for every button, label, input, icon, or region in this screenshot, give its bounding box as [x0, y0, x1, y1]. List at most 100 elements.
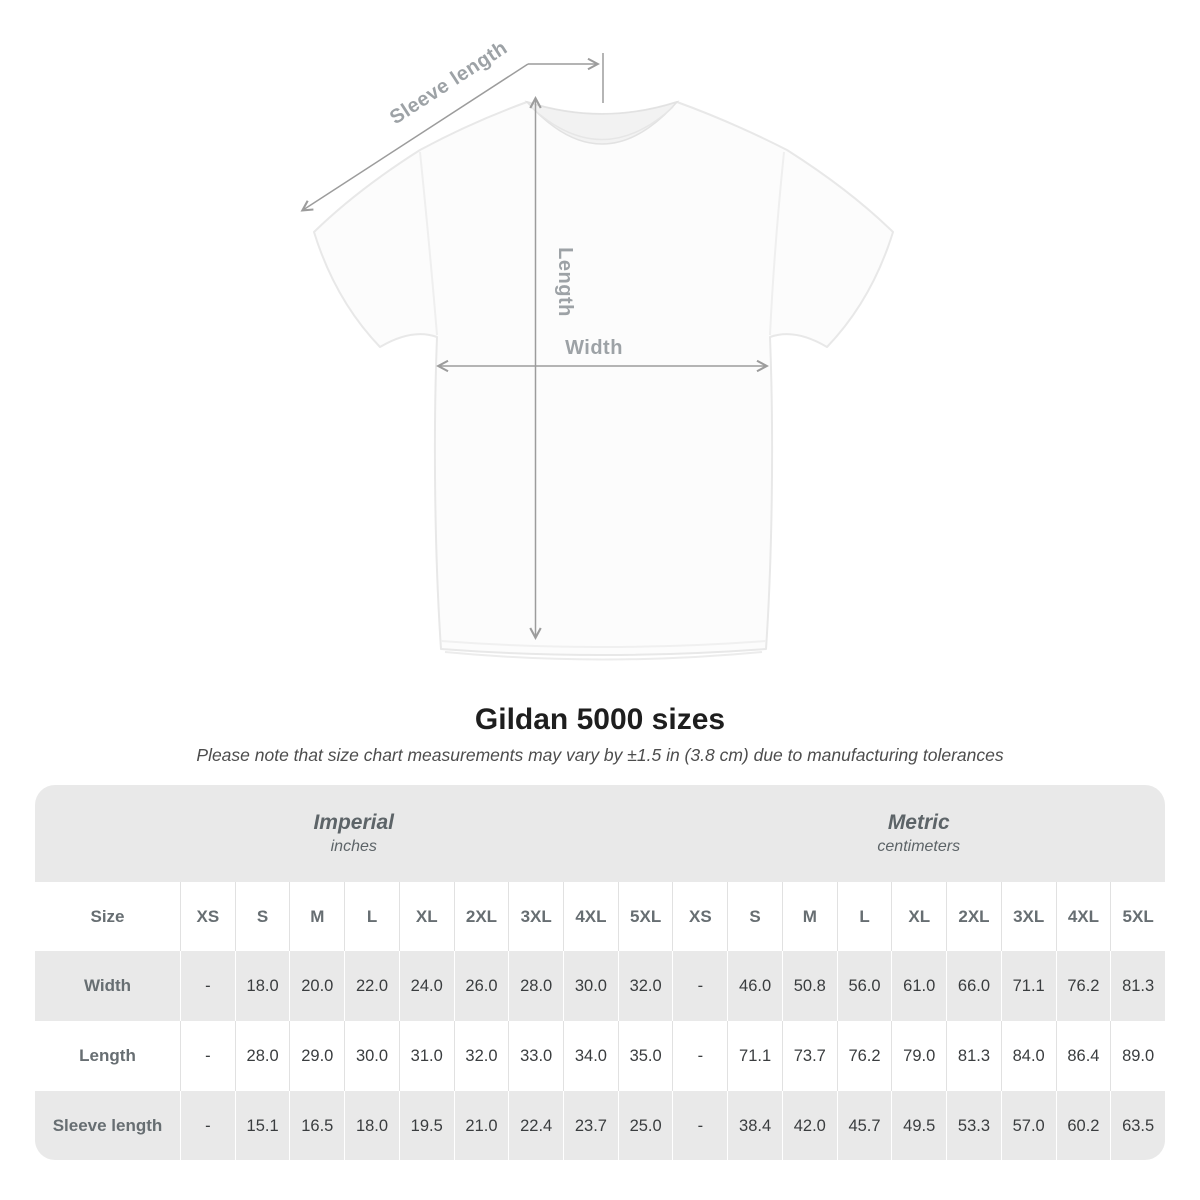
row-label: Width — [83, 976, 132, 995]
measurement-cell: - — [672, 951, 727, 1021]
size-col-header: 4XL — [563, 882, 618, 951]
size-col-header: XS — [672, 882, 727, 951]
measurement-cell: 84.0 — [1000, 1021, 1056, 1091]
metric-label: Metric — [887, 811, 950, 834]
imperial-label: Imperial — [313, 811, 395, 834]
tshirt-collar — [524, 100, 680, 145]
measurement-cell: 45.7 — [836, 1091, 892, 1160]
measurement-cell: 18.0 — [234, 951, 290, 1021]
measurement-cell: 46.0 — [727, 951, 782, 1021]
measurement-cell: 81.3 — [946, 1021, 1001, 1091]
measurement-cell: 76.2 — [836, 1021, 892, 1091]
size-col-header: XS — [180, 882, 235, 951]
width-label: Width — [565, 337, 623, 359]
measurement-cell: 89.0 — [1110, 1021, 1165, 1091]
measurement-cell: 16.5 — [289, 1091, 344, 1160]
measurement-cell: 57.0 — [1000, 1091, 1056, 1160]
measurement-cell: - — [672, 1021, 727, 1091]
length-label: Length — [554, 247, 576, 317]
size-col-header: 4XL — [1055, 882, 1111, 951]
table-row: Width -18.0 20.0 22.0 24.0 26.0 28.0 30.0 32.0-4… — [35, 951, 1165, 1021]
dimension-arrows — [300, 53, 769, 640]
measurement-cell: 71.1 — [727, 1021, 782, 1091]
sleeve-seam-left — [419, 151, 438, 336]
size-col-header: 2XL — [946, 882, 1001, 951]
measurement-cell: 71.1 — [1000, 951, 1056, 1021]
size-col-header: L — [344, 882, 399, 951]
measurement-cell: 21.0 — [453, 1091, 509, 1160]
size-col-header: M — [289, 882, 344, 951]
size-col-header: XL — [891, 882, 946, 951]
measurement-cell: - — [180, 951, 235, 1021]
sleeve-length-arrow — [300, 63, 529, 212]
measurement-cell: 32.0 — [617, 951, 673, 1021]
size-col-header: 3XL — [1000, 882, 1056, 951]
measurement-cell: - — [180, 1091, 235, 1160]
measurement-cell: 33.0 — [508, 1021, 563, 1091]
measurement-cell: 53.3 — [946, 1091, 1001, 1160]
metric-unit: centimeters — [877, 838, 961, 855]
measurement-cell: 56.0 — [836, 951, 892, 1021]
tshirt-body — [313, 101, 894, 656]
measurement-cell: 42.0 — [781, 1091, 837, 1160]
hem-shadow — [444, 651, 763, 661]
measurement-cell: 86.4 — [1055, 1021, 1111, 1091]
size-col-header: 2XL — [453, 882, 509, 951]
size-header-row: Size XS S M L XL 2XL 3XL 4XL 5XL XS S M L XL 2XL 3XL 4XL… — [35, 882, 1165, 951]
size-col-header: M — [781, 882, 837, 951]
sleeve-seam-right — [769, 151, 785, 336]
measurement-cell: 22.0 — [344, 951, 399, 1021]
measurement-cell: 38.4 — [727, 1091, 782, 1160]
tshirt-illustration — [313, 100, 894, 661]
measurement-cell: 20.0 — [289, 951, 344, 1021]
size-col-header: S — [727, 882, 782, 951]
measurement-cell: 76.2 — [1055, 951, 1111, 1021]
measurement-cell: 23.7 — [563, 1091, 618, 1160]
measurement-cell: 63.5 — [1110, 1091, 1165, 1160]
size-col-header: 5XL — [617, 882, 673, 951]
measurement-cell: 19.5 — [398, 1091, 454, 1160]
measurement-cell: 15.1 — [234, 1091, 290, 1160]
size-col-header: 5XL — [1110, 882, 1165, 951]
measurement-cell: - — [672, 1091, 727, 1160]
size-corner-label: Size — [90, 906, 125, 926]
imperial-group-header: Imperial inches — [35, 785, 673, 882]
row-label: Length — [79, 1046, 136, 1065]
measurement-cell: 24.0 — [398, 951, 454, 1021]
measurement-cell: 32.0 — [453, 1021, 509, 1091]
measurement-cell: 25.0 — [617, 1091, 673, 1160]
measurement-cell: - — [180, 1021, 235, 1091]
measurement-cell: 81.3 — [1110, 951, 1165, 1021]
measurement-cell: 22.4 — [508, 1091, 563, 1160]
measurement-cell: 28.0 — [508, 951, 563, 1021]
table-row: Sleeve length -15.1 16.5 18.0 19.5 21.0 22.4 23… — [35, 1091, 1165, 1160]
size-col-header: XL — [398, 882, 454, 951]
table-row: Length -28.0 29.0 30.0 31.0 32.0 33.0 34.0 35.0-… — [35, 1021, 1165, 1091]
measurement-cell: 26.0 — [453, 951, 509, 1021]
page-title: Gildan 5000 sizes — [474, 703, 726, 736]
metric-group-header: Metric centimeters — [673, 785, 1166, 882]
measurement-cell: 50.8 — [781, 951, 837, 1021]
measurement-cell: 30.0 — [344, 1021, 399, 1091]
measurement-cell: 29.0 — [289, 1021, 344, 1091]
measurement-cell: 30.0 — [563, 951, 618, 1021]
measurement-cell: 66.0 — [946, 951, 1001, 1021]
measurement-cell: 18.0 — [344, 1091, 399, 1160]
measurement-cell: 28.0 — [234, 1021, 290, 1091]
measurement-cell: 73.7 — [781, 1021, 837, 1091]
size-col-header: 3XL — [508, 882, 563, 951]
size-col-header: S — [234, 882, 290, 951]
measurement-cell: 35.0 — [617, 1021, 673, 1091]
measurement-cell: 61.0 — [891, 951, 946, 1021]
measurement-cell: 34.0 — [563, 1021, 618, 1091]
tshirt-measurement-diagram: Sleeve length Length Width — [300, 37, 894, 661]
tshirt-collar-ribbing — [530, 106, 674, 141]
measurement-cell: 79.0 — [891, 1021, 946, 1091]
hem-seam — [440, 640, 767, 648]
row-label: Sleeve length — [52, 1116, 163, 1135]
measurement-cell: 31.0 — [398, 1021, 454, 1091]
size-table: Imperial inches Metric centimeters Size … — [35, 785, 1165, 1160]
unit-groups-row: Imperial inches Metric centimeters — [35, 785, 1165, 882]
imperial-unit: inches — [330, 838, 377, 855]
tolerance-note: Please note that size chart measurements… — [196, 745, 1004, 765]
